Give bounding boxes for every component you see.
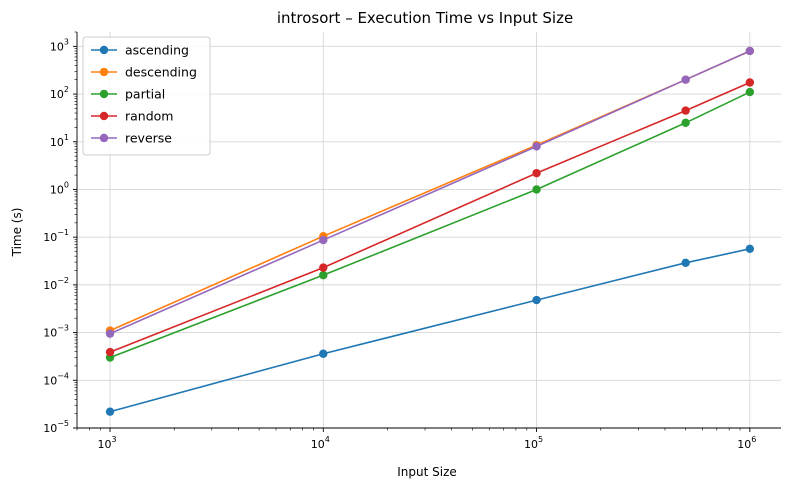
legend-item-ascending: ascending	[91, 43, 189, 58]
data-point-ascending	[105, 407, 115, 416]
y-tick-label: 10−3	[43, 324, 69, 340]
legend-item-descending: descending	[91, 65, 197, 80]
axes	[73, 32, 781, 432]
grid	[77, 32, 781, 429]
data-point-partial	[532, 185, 541, 194]
data-point-random	[319, 263, 328, 272]
data-point-partial	[319, 270, 328, 280]
y-tick-label: 10−1	[43, 228, 69, 244]
y-tick-label: 103	[50, 37, 69, 53]
y-tick-label: 102	[50, 85, 69, 101]
legend: ascending descending partial random reverse	[82, 36, 211, 156]
y-tick-label: 10−4	[43, 371, 69, 387]
legend-label: reverse	[125, 131, 172, 146]
tick-labels: 103 104 105 106 10−5 10−4 10−3 10−2 10−1 100 101 10…	[43, 37, 756, 451]
legend-item-partial: partial	[91, 87, 165, 102]
y-tick-label: 10−5	[43, 419, 69, 435]
legend-label: partial	[125, 87, 165, 102]
legend-swatch-marker	[99, 67, 109, 77]
data-point-random	[681, 106, 690, 115]
x-tick-label: 103	[97, 435, 116, 451]
legend-label: ascending	[125, 43, 189, 58]
x-tick-label: 105	[524, 435, 543, 451]
y-axis-label: Time (s)	[10, 208, 24, 258]
legend-swatch-marker	[99, 133, 109, 143]
data-point-partial	[681, 118, 690, 127]
legend-swatch-marker	[99, 111, 109, 121]
legend-item-reverse: reverse	[91, 131, 172, 146]
data-point-ascending	[319, 349, 328, 358]
legend-label: random	[125, 109, 173, 124]
data-point-reverse	[319, 235, 328, 245]
data-point-random	[532, 168, 541, 178]
legend-swatch-marker	[99, 89, 109, 99]
data-point-partial	[745, 87, 755, 97]
legend-item-random: random	[91, 109, 173, 124]
legend-box	[82, 36, 211, 156]
data-point-reverse	[745, 46, 755, 56]
legend-swatch-marker	[99, 45, 109, 55]
data-point-random	[745, 78, 755, 87]
data-point-ascending	[745, 244, 755, 254]
x-axis-label: Input Size	[397, 465, 457, 479]
data-point-ascending	[681, 258, 690, 268]
y-tick-label: 10−2	[43, 276, 69, 292]
y-tick-label: 100	[50, 180, 69, 196]
data-point-reverse	[681, 75, 690, 84]
chart-title: introsort – Execution Time vs Input Size	[277, 9, 573, 27]
legend-label: descending	[125, 65, 197, 80]
data-point-reverse	[105, 329, 115, 338]
data-point-reverse	[532, 142, 541, 151]
x-tick-label: 104	[311, 435, 330, 451]
x-tick-label: 106	[737, 435, 756, 451]
y-tick-label: 101	[50, 133, 69, 149]
data-point-ascending	[532, 295, 541, 305]
series-layer	[105, 46, 755, 416]
data-point-random	[105, 347, 115, 357]
